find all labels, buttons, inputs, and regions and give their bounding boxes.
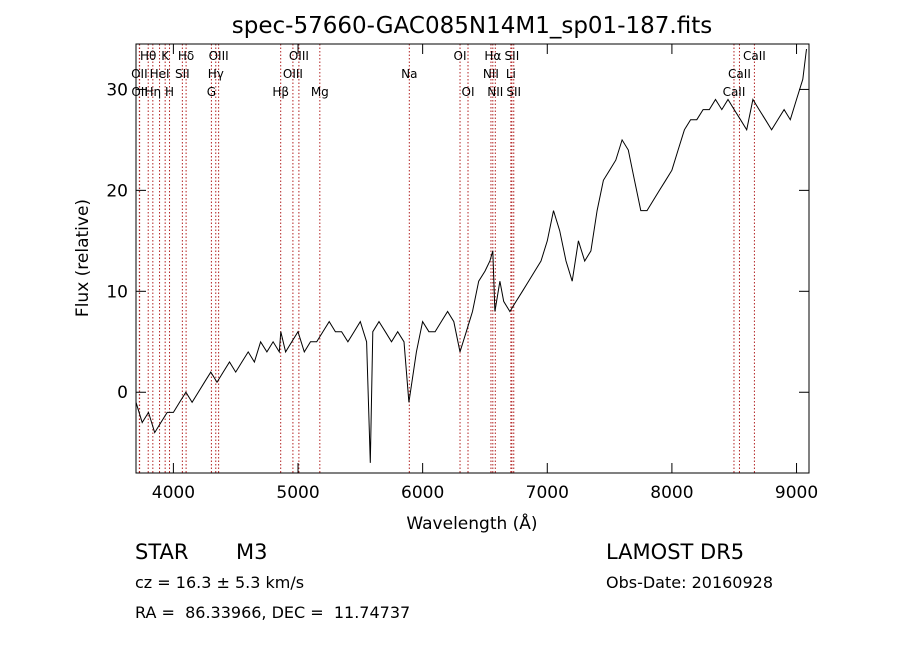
x-tick-label-5: 9000 [775, 483, 818, 503]
line-marker-label-17: OI [454, 49, 467, 63]
spectrum-series [135, 48, 807, 463]
y-tick-label-1: 10 [106, 282, 128, 302]
spectral-line-labels: Hθ OII OII K HeI Hη H Hδ SII OIII Hγ G OIII OIII Hβ Mg N… [131, 49, 766, 99]
y-axis-label: Flux (relative) [73, 199, 93, 317]
line-marker-label-15: Mg [311, 85, 329, 99]
y-tick-label-0: 0 [117, 383, 128, 403]
redshift-value: cz = 16.3 ± 5.3 km/s [135, 573, 305, 592]
survey-name: LAMOST DR5 [606, 540, 745, 564]
chart-title: spec-57660-GAC085N14M1_sp01-187.fits [232, 13, 712, 39]
line-marker-label-0: Hθ [140, 49, 156, 63]
line-marker-label-7: Hδ [178, 49, 194, 63]
x-tick-label-0: 4000 [152, 483, 195, 503]
line-marker-label-5: Hη [145, 85, 162, 99]
plot-frame [135, 43, 810, 474]
line-marker-label-4: HeI [150, 67, 170, 81]
object-class: STAR [135, 540, 189, 564]
observation-date: Obs-Date: 20160928 [606, 573, 774, 592]
line-marker-label-6: H [165, 85, 174, 99]
x-tick-label-2: 6000 [401, 483, 444, 503]
x-tick-label-3: 7000 [526, 483, 569, 503]
spectrum-line-0 [135, 48, 807, 463]
coordinates: RA = 86.33966, DEC = 11.74737 [135, 603, 411, 622]
x-tick-label-4: 8000 [650, 483, 693, 503]
line-marker-label-8: SII [175, 67, 190, 81]
line-marker-label-14: Hβ [272, 85, 289, 99]
object-subclass: M3 [236, 540, 268, 564]
line-marker-label-11: G [207, 85, 216, 99]
x-tick-label-1: 5000 [276, 483, 319, 503]
line-marker-label-16: Na [401, 67, 417, 81]
y-axis-ticks: 0 10 20 30 [106, 80, 809, 403]
line-marker-label-13: OIII [283, 67, 303, 81]
line-marker-label-25: CaII [743, 49, 766, 63]
spectral-line-markers [138, 44, 755, 473]
line-marker-label-22: Li [506, 67, 516, 81]
line-marker-label-1: OII [131, 67, 148, 81]
line-marker-label-21: NII [483, 67, 499, 81]
line-marker-label-24: SII [506, 85, 521, 99]
line-marker-label-26: CaII [728, 67, 751, 81]
y-tick-label-2: 20 [106, 181, 128, 201]
line-marker-label-12: OIII [289, 49, 309, 63]
line-marker-label-20: SII [505, 49, 520, 63]
x-axis-ticks: 4000 5000 6000 7000 8000 9000 [152, 44, 818, 503]
x-axis-label: Wavelength (Å) [406, 512, 537, 534]
line-marker-label-27: CaII [723, 85, 746, 99]
y-tick-label-3: 30 [106, 80, 128, 100]
line-marker-label-19: Hα [484, 49, 501, 63]
line-marker-label-10: Hγ [208, 67, 224, 81]
line-marker-label-18: OI [462, 85, 475, 99]
line-marker-label-2: OII [131, 85, 148, 99]
line-marker-label-3: K [161, 49, 170, 63]
line-marker-label-9: OIII [209, 49, 229, 63]
line-marker-label-23: NII [487, 85, 503, 99]
